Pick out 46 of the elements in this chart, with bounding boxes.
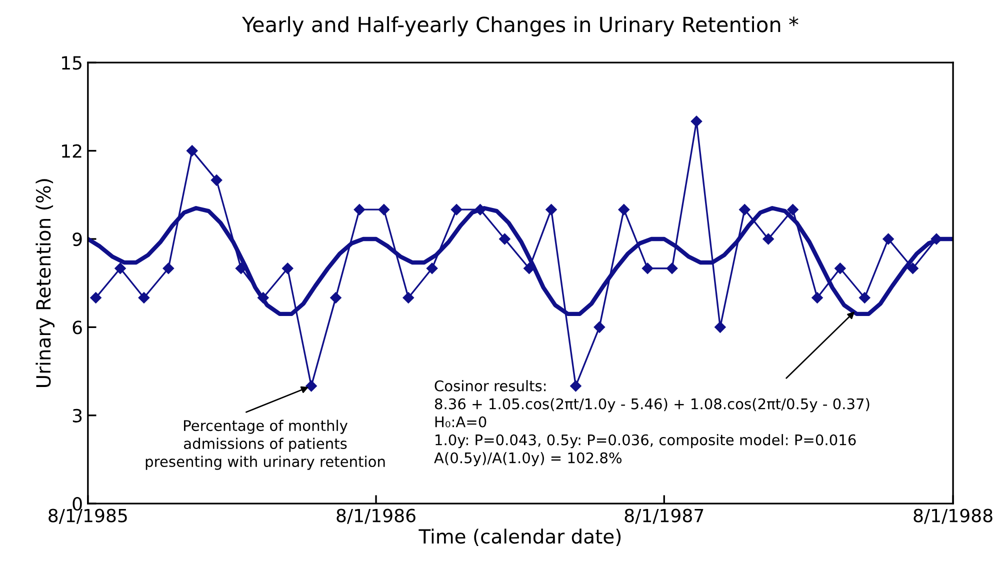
point bbox=[666, 262, 678, 274]
point bbox=[402, 292, 414, 304]
point bbox=[546, 204, 557, 216]
point bbox=[907, 262, 918, 274]
point bbox=[834, 262, 846, 274]
point bbox=[210, 174, 222, 186]
point bbox=[138, 292, 150, 304]
y-tick-label: 3 bbox=[72, 408, 82, 422]
x-tick-label: 8/1/1985 bbox=[48, 508, 127, 524]
annotation: Percentage of monthly admissions of patients presenting with urinary retention bbox=[146, 420, 385, 470]
point bbox=[690, 116, 702, 127]
point bbox=[882, 233, 894, 245]
x-tick-label: 8/1/1988 bbox=[914, 508, 992, 524]
point bbox=[282, 262, 294, 274]
point bbox=[186, 145, 198, 156]
y-tick-label: 6 bbox=[72, 320, 82, 334]
point bbox=[450, 204, 462, 216]
x-axis-title: Time (calendar date) bbox=[418, 528, 621, 546]
y-tick-label: 9 bbox=[72, 232, 82, 246]
point bbox=[570, 380, 582, 392]
y-tick-label: 15 bbox=[62, 56, 82, 70]
point bbox=[378, 204, 390, 216]
point bbox=[330, 292, 342, 304]
point bbox=[426, 262, 438, 274]
point bbox=[90, 292, 102, 304]
point bbox=[162, 262, 174, 274]
annotation: Cosinor results: 8.36 + 1.05.cos(2πt/1.0y - 5.46) + 1.08.cos(2πt/0.5y - 0.37) H₀:A=0 1.0y: P=0.043, 0.5y: P=0.036, composite model: P=0.016 A(0.5y)/A(1.0y) = 102.8% bbox=[434, 380, 870, 466]
point bbox=[714, 322, 726, 333]
point bbox=[739, 204, 750, 216]
chart-title: Yearly and Half-yearly Changes in Urinary Retention * bbox=[242, 16, 798, 36]
y-axis-title: Urinary Retention (%) bbox=[36, 179, 55, 387]
point bbox=[354, 204, 366, 216]
point bbox=[306, 380, 317, 392]
point bbox=[859, 292, 870, 304]
x-tick-label: 8/1/1986 bbox=[336, 508, 416, 524]
point bbox=[114, 262, 126, 274]
point bbox=[594, 322, 606, 333]
point bbox=[499, 233, 510, 245]
point bbox=[762, 233, 774, 245]
y-tick-label: 0 bbox=[72, 497, 82, 511]
point bbox=[618, 204, 630, 216]
point bbox=[642, 262, 654, 274]
x-tick-label: 8/1/1987 bbox=[624, 508, 704, 524]
point bbox=[812, 292, 823, 304]
y-tick-label: 12 bbox=[62, 144, 82, 158]
point bbox=[787, 204, 798, 216]
